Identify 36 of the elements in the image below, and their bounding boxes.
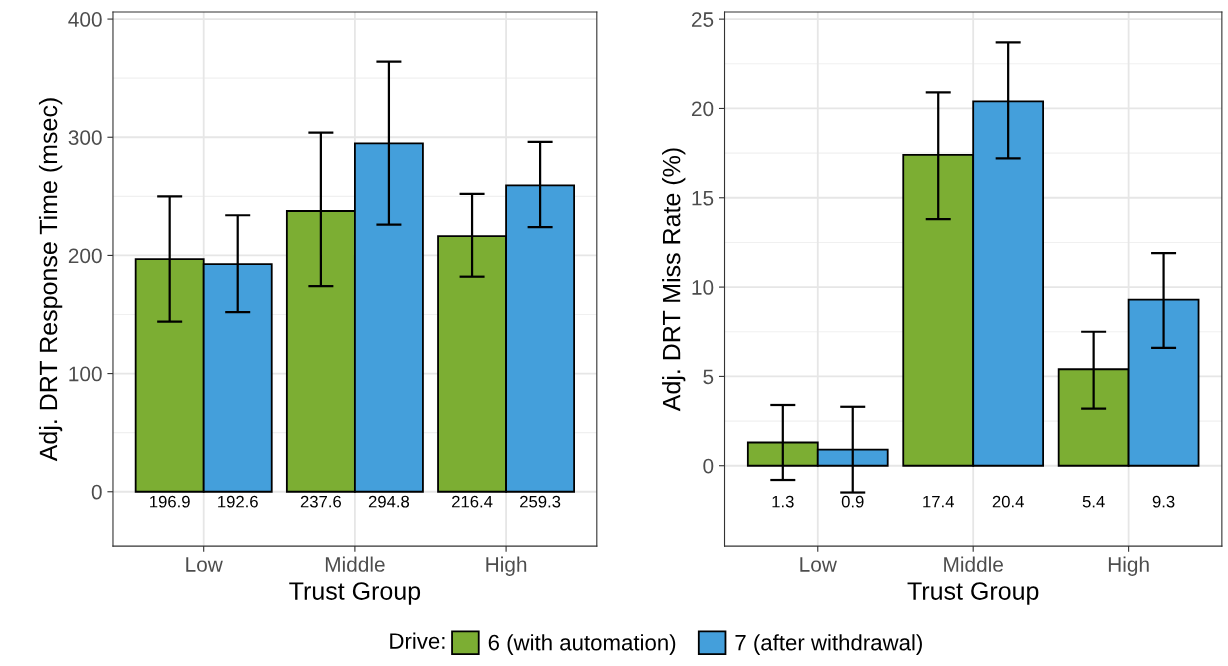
legend-label: 7 (after withdrawal) <box>735 634 922 655</box>
data-label: 9.3 <box>1152 495 1175 508</box>
data-label: 17.4 <box>923 495 954 508</box>
y-axis-title: Adj. DRT Response Time (msec) <box>38 98 63 462</box>
y-tick-label: 0 <box>703 458 714 474</box>
y-tick-label: 200 <box>68 248 102 264</box>
data-label: 259.3 <box>520 495 561 508</box>
data-label: 294.8 <box>368 495 410 508</box>
y-tick-label: 5 <box>703 369 714 385</box>
data-label: 237.6 <box>300 495 341 508</box>
x-tick-label: High <box>486 556 527 576</box>
legend-title: Drive: <box>390 632 445 649</box>
legend-label: 6 (with automation) <box>488 634 676 655</box>
x-tick-label: High <box>1108 556 1149 576</box>
data-label: 0.9 <box>841 495 864 508</box>
y-tick-label: 20 <box>691 101 714 117</box>
data-label: 1.3 <box>772 495 794 508</box>
data-label: 196.9 <box>150 495 190 508</box>
x-tick-label: Middle <box>944 556 1003 572</box>
x-axis-title: Trust Group <box>289 582 421 605</box>
y-tick-label: 100 <box>69 366 102 382</box>
y-tick-label: 25 <box>691 12 714 27</box>
x-tick-label: Middle <box>325 556 385 572</box>
y-tick-label: 10 <box>692 280 714 295</box>
data-label: 20.4 <box>992 495 1024 508</box>
data-label: 5.4 <box>1082 495 1105 508</box>
y-tick-label: 15 <box>692 190 714 206</box>
y-tick-label: 0 <box>91 484 102 500</box>
y-tick-label: 400 <box>68 12 102 27</box>
y-tick-label: 300 <box>68 130 102 145</box>
x-axis-title: Trust Group <box>907 582 1039 605</box>
data-label: 192.6 <box>218 495 258 508</box>
y-axis-title: Adj. DRT Miss Rate (%) <box>662 148 686 412</box>
x-tick-label: Low <box>800 557 837 572</box>
data-label: 216.4 <box>452 495 493 508</box>
x-tick-label: Low <box>186 557 223 572</box>
